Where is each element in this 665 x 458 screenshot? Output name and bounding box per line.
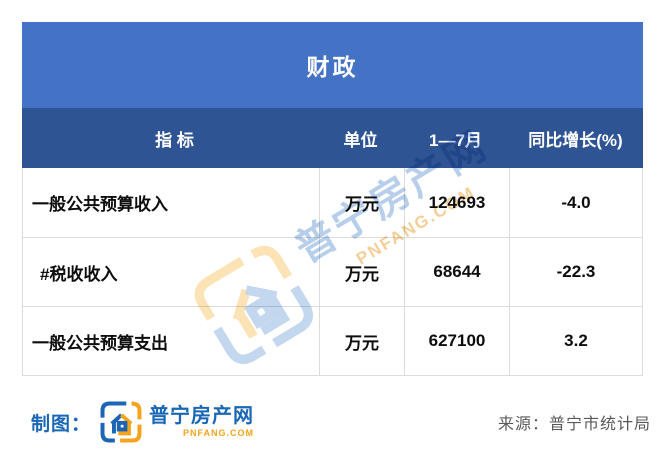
value-cell: 68644 <box>404 238 509 306</box>
unit-cell: 万元 <box>319 168 404 237</box>
growth-cell: 3.2 <box>509 307 642 375</box>
brand-domain: PNFANG.COM <box>183 428 255 438</box>
indicator-cell: 一般公共预算收入 <box>32 195 168 214</box>
indicator-cell: #税收收入 <box>40 264 118 284</box>
column-header-growth: 同比增长(%) <box>528 130 623 150</box>
table-header-row: 指 标 单位 1—7月 同比增长(%) <box>22 108 643 168</box>
unit-cell: 万元 <box>319 238 404 306</box>
brand-name: 普宁房产网 <box>149 405 255 427</box>
column-header-indicator: 指 标 <box>155 130 194 150</box>
column-header-period: 1—7月 <box>429 130 482 150</box>
finance-table: 财政 指 标 单位 1—7月 同比增长(%) 一般公共预算收入 万元 12469… <box>22 22 643 376</box>
table-row: 一般公共预算收入 万元 124693 -4.0 <box>23 168 642 237</box>
data-source-text: 来源：普宁市统计局 <box>497 416 651 433</box>
growth-cell: -4.0 <box>509 168 642 237</box>
credit-label: 制图： <box>31 413 92 435</box>
table-row: 一般公共预算支出 万元 627100 3.2 <box>23 306 642 375</box>
page-title: 财政 <box>306 54 359 80</box>
credit-block: 制图： 普宁房产网 PNFANG.COM <box>31 400 254 444</box>
column-header-unit: 单位 <box>343 130 378 150</box>
table-title-bar: 财政 <box>22 22 643 108</box>
table-body: 一般公共预算收入 万元 124693 -4.0 #税收收入 万元 68644 -… <box>22 168 643 376</box>
table-row: #税收收入 万元 68644 -22.3 <box>23 237 642 306</box>
indicator-cell: 一般公共预算支出 <box>32 333 168 353</box>
footer: 制图： 普宁房产网 PNFANG.COM 来源：普宁市统计局 <box>31 398 651 446</box>
pnfang-logo-icon <box>100 401 142 443</box>
growth-cell: -22.3 <box>509 238 642 306</box>
unit-cell: 万元 <box>319 307 404 375</box>
value-cell: 124693 <box>404 168 509 237</box>
value-cell: 627100 <box>404 307 509 375</box>
